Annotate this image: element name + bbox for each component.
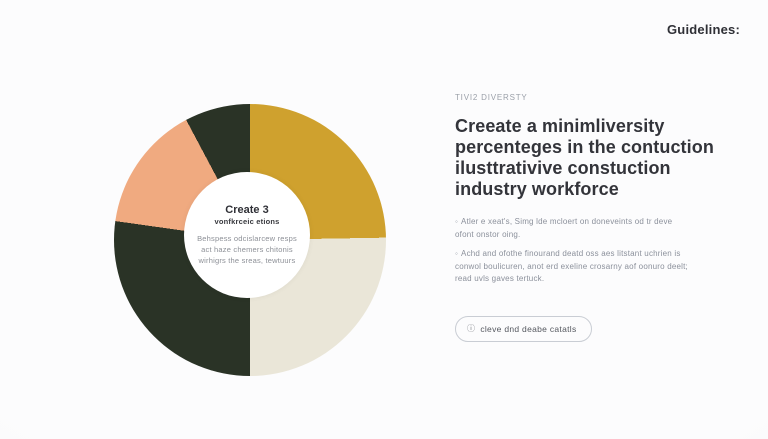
bullet-marker: ◦ [455, 217, 459, 226]
bullet-marker: ◦ [455, 249, 459, 258]
page-title-line: percenteges in the contuction [455, 137, 714, 157]
donut-center-body-line: Behspess odcislarcew resps [197, 234, 297, 243]
guidelines-label: Guidelines: [667, 22, 740, 37]
info-icon: ⓘ [467, 323, 476, 333]
page-title-line: ilusttrativive constuction [455, 158, 671, 178]
donut-chart: Create 3 vonfkrceic etions Behspess odci… [114, 104, 386, 376]
bullet-item: ◦ Atler e xeat's, Simg lde mcloert on don… [455, 216, 690, 241]
details-button[interactable]: ⓘ cleve dnd deabe catatls [455, 315, 592, 342]
bullet-list: ◦ Atler e xeat's, Simg lde mcloert on don… [455, 216, 725, 286]
details-button-label: cleve dnd deabe catatls [480, 323, 577, 334]
donut-center-body-line: wirhigrs the sreas, tewtuurs [198, 256, 296, 265]
donut-center-title: Create 3 [225, 204, 269, 216]
content-column: TIVI2 DIVERSTY Creeate a minimliversity … [455, 93, 725, 342]
donut-center: Create 3 vonfkrceic etions Behspess odci… [184, 172, 310, 298]
page-title: Creeate a minimliversity percenteges in … [455, 116, 725, 200]
page-title-line: industry workforce [455, 179, 619, 199]
eyebrow-label: TIVI2 DIVERSTY [455, 93, 528, 102]
page-title-line: Creeate a minimliversity [455, 116, 665, 136]
bullet-text: Achd and ofothe finourand deatd oss aes … [455, 249, 688, 283]
bullet-item: ◦ Achd and ofothe finourand deatd oss aes… [455, 248, 690, 286]
donut-center-subtitle: vonfkrceic etions [214, 217, 280, 226]
donut-center-body-line: act haze chemers chitonis [201, 245, 293, 254]
bullet-text: Atler e xeat's, Simg lde mcloert on done… [455, 217, 673, 239]
